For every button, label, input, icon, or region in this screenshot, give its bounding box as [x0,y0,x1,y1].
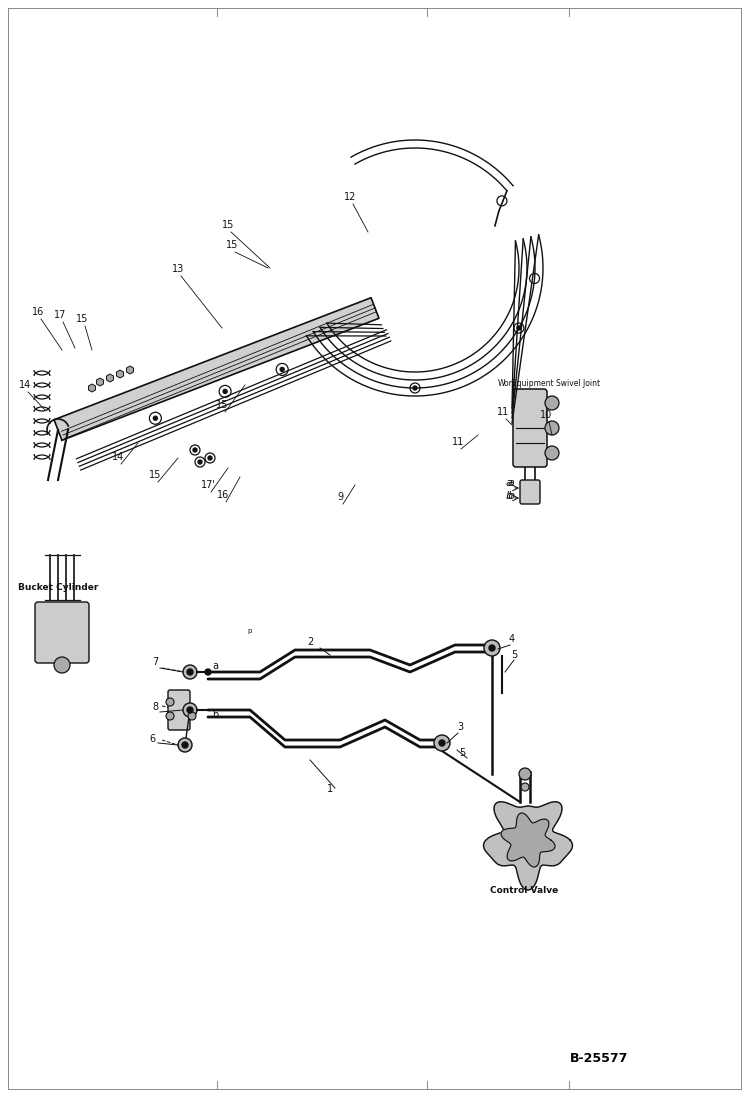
Circle shape [280,367,284,372]
Text: b: b [506,491,513,501]
Circle shape [434,735,450,751]
Text: 15: 15 [216,400,228,410]
Text: Bucket Cylinder: Bucket Cylinder [18,583,98,592]
Text: 15: 15 [76,314,88,324]
Text: 16: 16 [217,490,229,500]
Text: 14: 14 [112,452,124,462]
Text: 15: 15 [225,240,238,250]
Circle shape [545,446,559,460]
Circle shape [183,665,197,679]
Circle shape [183,703,197,717]
Circle shape [166,698,174,706]
Text: a: a [212,661,218,671]
Text: 15: 15 [222,220,234,230]
Text: 17': 17' [201,480,216,490]
Polygon shape [484,802,572,890]
Circle shape [413,386,417,391]
Text: 11: 11 [452,437,464,446]
Text: 6: 6 [149,734,155,744]
Text: Equipment Swivel Joint: Equipment Swivel Joint [512,378,600,388]
Text: b: b [508,491,515,501]
Circle shape [54,657,70,672]
Circle shape [489,645,495,651]
Circle shape [205,669,211,675]
Circle shape [517,326,521,330]
Circle shape [208,456,212,460]
Text: 17: 17 [54,310,66,320]
Circle shape [188,712,196,720]
FancyBboxPatch shape [513,389,547,467]
Text: B-25577: B-25577 [570,1052,628,1065]
Text: p: p [247,627,252,634]
Circle shape [178,738,192,753]
Text: b: b [212,710,218,720]
Circle shape [187,706,193,713]
Circle shape [484,640,500,656]
Text: a: a [506,478,513,488]
Text: 4: 4 [509,634,515,644]
Circle shape [187,669,193,675]
Text: 9: 9 [337,491,343,502]
Text: 1: 1 [327,784,333,794]
FancyBboxPatch shape [35,602,89,663]
Text: 3: 3 [457,722,463,732]
Text: Control Valve: Control Valve [490,886,558,895]
FancyBboxPatch shape [520,480,540,504]
Circle shape [166,712,174,720]
Circle shape [154,416,157,420]
Text: a: a [508,478,515,488]
Text: Work: Work [498,378,518,388]
Circle shape [545,421,559,436]
Circle shape [519,768,531,780]
Polygon shape [501,813,555,867]
Polygon shape [54,297,379,440]
Text: 13: 13 [172,264,184,274]
Circle shape [198,460,202,464]
Circle shape [223,389,227,394]
Circle shape [439,740,445,746]
Text: 5: 5 [511,651,517,660]
Text: 15: 15 [149,470,161,480]
Text: 2: 2 [307,637,313,647]
Text: 12: 12 [344,192,357,202]
Text: 8: 8 [152,702,158,712]
Circle shape [545,396,559,410]
Text: 5: 5 [459,748,465,758]
Text: 14: 14 [19,380,31,391]
Text: 7: 7 [152,657,158,667]
Text: 16: 16 [32,307,44,317]
Circle shape [182,742,188,748]
Text: 10: 10 [540,410,552,420]
FancyBboxPatch shape [168,690,190,730]
Circle shape [521,783,529,791]
Circle shape [193,448,197,452]
Text: 11: 11 [497,407,509,417]
